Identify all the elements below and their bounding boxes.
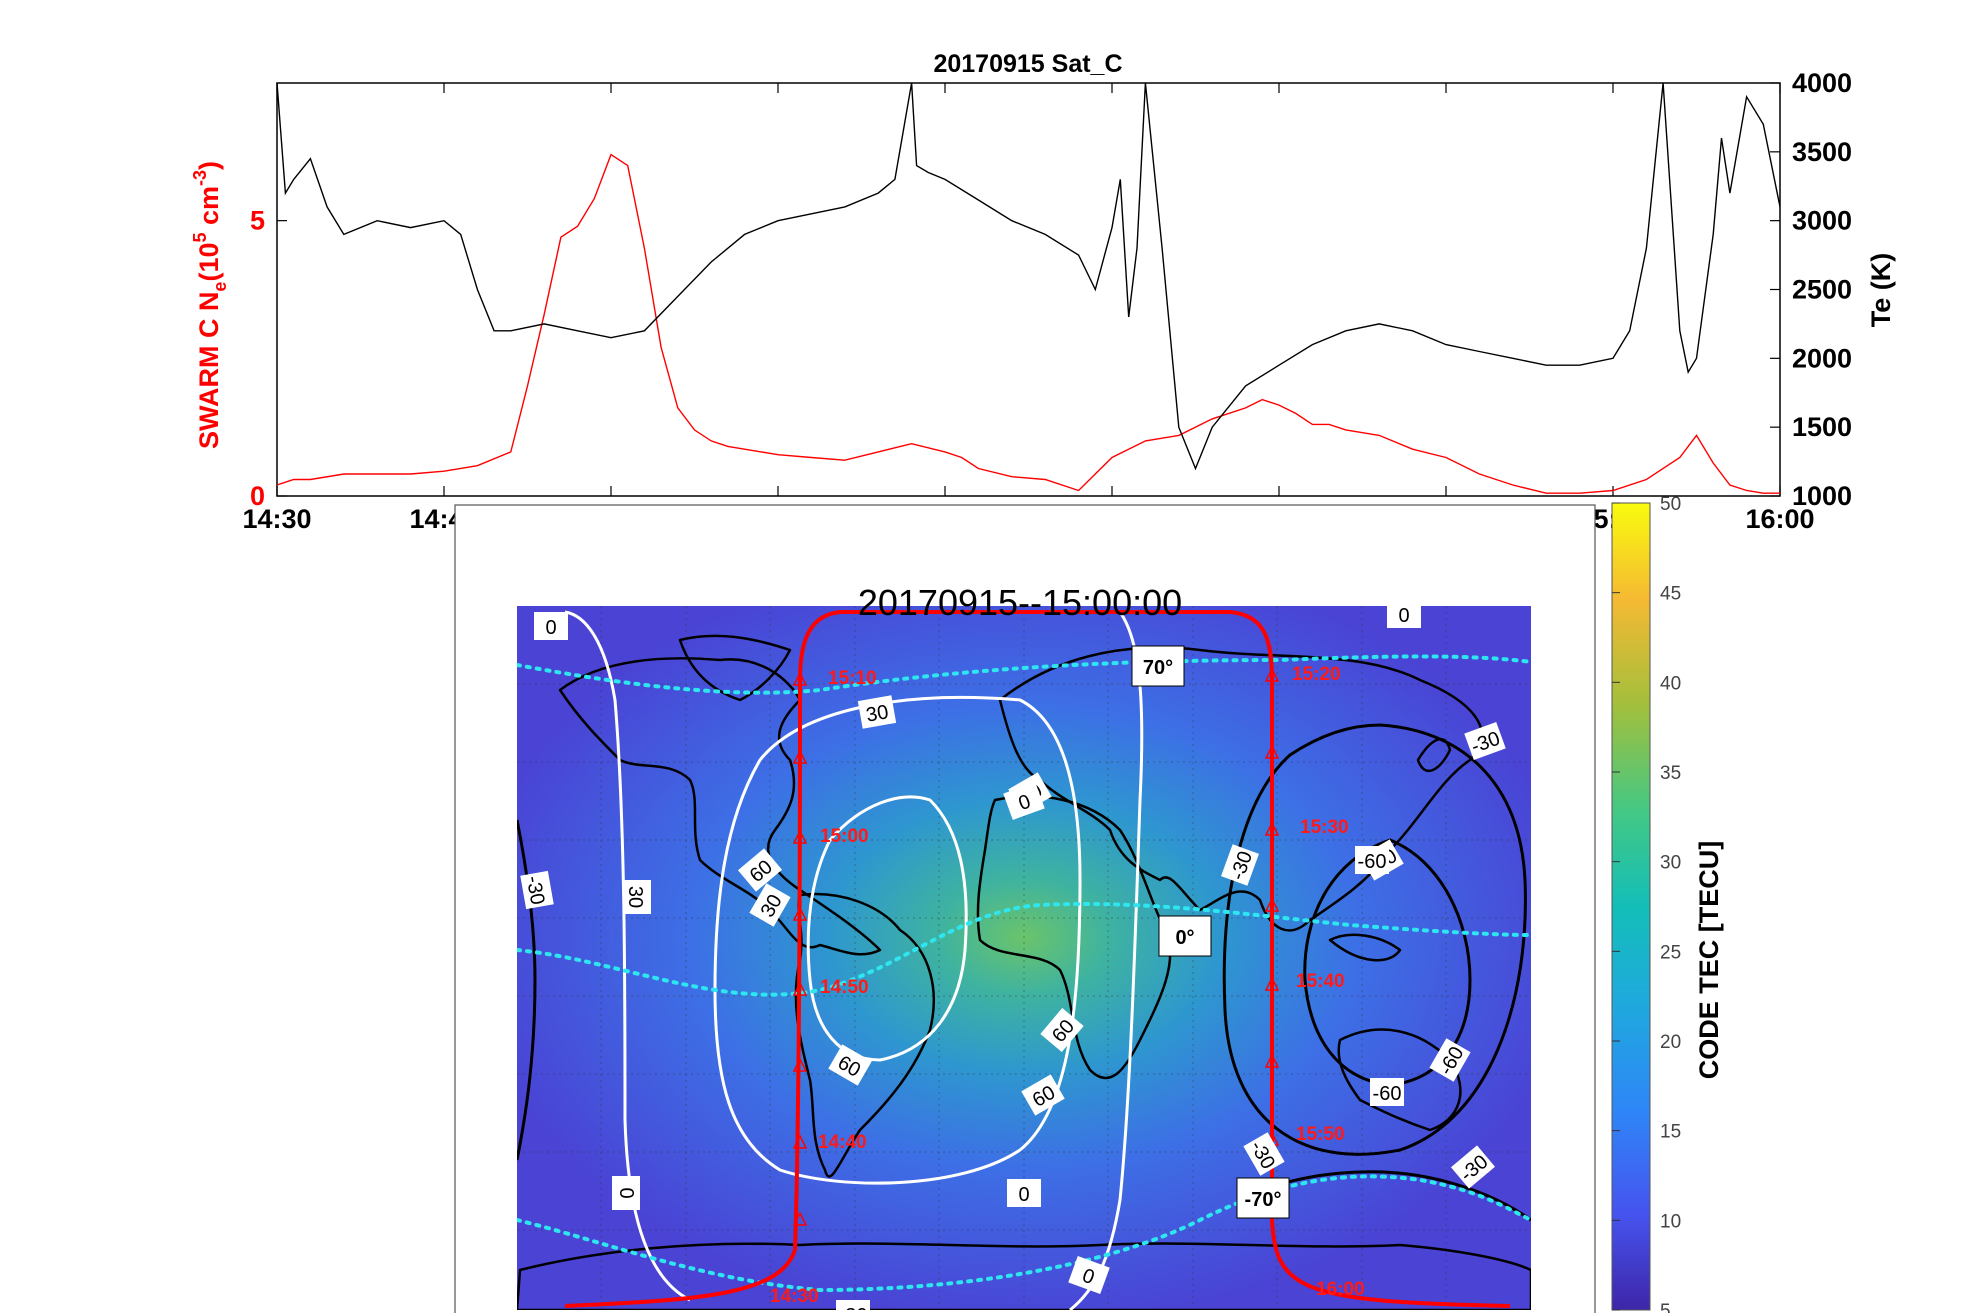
- geomagnetic-lat-lines: [517, 654, 1531, 1293]
- contour-label: 30: [623, 880, 651, 914]
- svg-text:-30: -30: [522, 874, 549, 906]
- track-time-label: 15:30: [1300, 817, 1349, 838]
- latitude-label: -70°: [1236, 1177, 1290, 1219]
- colorbar-tick-label: 20: [1660, 1032, 1681, 1053]
- svg-text:30: 30: [624, 886, 646, 908]
- time-series-chart: 20170915 Sat_C 14:3014:4014:5015:0015:10…: [190, 50, 1896, 534]
- map-title: 20170915--15:00:00: [858, 582, 1182, 623]
- track-time-labels: 15:10 15:00 14:50 14:40 14:30 15:20 15:30 15:40…: [770, 664, 1365, 1307]
- colorbar-tick-label: 40: [1660, 673, 1681, 694]
- map-grid: [517, 606, 1531, 1310]
- track-marker: [792, 981, 808, 996]
- track-marker: [792, 671, 808, 686]
- track-time-label: 15:00: [820, 826, 869, 847]
- contour-label: 0: [1003, 782, 1045, 820]
- colorbar-tick-label: 25: [1660, 942, 1681, 963]
- track-marker: [1264, 744, 1280, 759]
- right-y-tick-label: 1000: [1792, 481, 1852, 511]
- contour-label: -30: [520, 870, 554, 910]
- left-y-tick-label: 0: [250, 481, 265, 511]
- track-marker: [792, 1134, 808, 1149]
- svg-text:-60: -60: [1373, 1083, 1402, 1105]
- track-time-label: 14:50: [820, 977, 869, 998]
- colorbar-gradient: [1611, 502, 1651, 1311]
- right-y-tick-label: 3500: [1792, 137, 1852, 167]
- contour-label: -30: [1221, 844, 1259, 886]
- plot-area: [276, 82, 1781, 497]
- colorbar-tick-label: 5: [1660, 1301, 1671, 1313]
- right-y-axis-label: Te (K): [1866, 253, 1896, 328]
- colorbar-tick-label: 50: [1660, 494, 1681, 515]
- left-y-tick-label: 5: [250, 206, 265, 236]
- track-marker: [792, 749, 808, 764]
- colorbar: 5 10 15 20 25 30 35 40 45 50 CODE TEC [TECU]: [1611, 494, 1724, 1313]
- colorbar-ticks: 5 10 15 20 25 30 35 40 45 50: [1612, 494, 1681, 1313]
- contour-label: 0: [612, 1176, 640, 1210]
- svg-text:30: 30: [864, 701, 890, 727]
- track-marker: [1264, 976, 1280, 991]
- track-time-label: 14:30: [770, 1286, 819, 1307]
- svg-text:0: 0: [1398, 605, 1409, 627]
- svg-text:-70°: -70°: [1245, 1189, 1282, 1211]
- track-marker: [1264, 667, 1280, 682]
- right-y-tick-label: 1500: [1792, 412, 1852, 442]
- tec-map-panel: 003030606060303000-30-30-30-30-30-30-300…: [454, 504, 1596, 1313]
- left-y-axis-label: SWARM C Ne(105 cm-3): [190, 161, 230, 449]
- track-time-label: 15:20: [1292, 664, 1341, 685]
- track-marker: [1264, 821, 1280, 836]
- left-y-axis: 05: [250, 206, 287, 511]
- track-time-label: 15:40: [1296, 971, 1345, 992]
- contour-label: 30: [857, 695, 897, 729]
- coastlines: [517, 634, 1531, 1310]
- latitude-labels: 70° 0° -70°: [1131, 645, 1290, 1219]
- svg-text:0: 0: [1018, 1184, 1029, 1206]
- svg-text:70°: 70°: [1143, 657, 1173, 679]
- colorbar-tick-label: 30: [1660, 853, 1681, 874]
- right-y-tick-label: 2500: [1792, 275, 1852, 305]
- svg-text:0: 0: [545, 617, 556, 639]
- colorbar-tick-label: 45: [1660, 584, 1681, 605]
- svg-text:0°: 0°: [1175, 927, 1194, 949]
- contour-label: -60: [1370, 1078, 1404, 1106]
- track-marker: [792, 1211, 808, 1226]
- right-y-tick-label: 2000: [1792, 343, 1852, 373]
- colorbar-tick-label: 15: [1660, 1122, 1681, 1143]
- right-y-axis: 1000 1500 2000 2500 3000 3500 4000: [1770, 68, 1852, 511]
- te-series-line: [277, 83, 1780, 471]
- x-tick-label: 16:00: [1745, 504, 1814, 534]
- right-y-tick-label: 4000: [1792, 68, 1852, 98]
- satellite-track: [564, 610, 1511, 1308]
- ne-series-line: [277, 153, 1780, 494]
- latitude-label: 0°: [1158, 915, 1212, 957]
- track-marker: [792, 829, 808, 844]
- colorbar-tick-label: 35: [1660, 763, 1681, 784]
- track-marker: [1264, 897, 1280, 912]
- track-time-label: 16:00: [1316, 1279, 1365, 1300]
- svg-text:-30: -30: [839, 1305, 868, 1313]
- right-y-tick-label: 3000: [1792, 206, 1852, 236]
- track-time-label: 14:40: [818, 1132, 867, 1153]
- contour-label: -30: [1243, 1132, 1285, 1176]
- contour-label: 0: [534, 612, 568, 640]
- contour-label: 0: [1387, 605, 1421, 628]
- track-time-label: 15:10: [828, 668, 877, 689]
- latitude-label: 70°: [1131, 645, 1185, 687]
- contour-label: 0: [1007, 1179, 1041, 1207]
- track-time-label: 15:50: [1296, 1124, 1345, 1145]
- svg-text:0: 0: [617, 1187, 639, 1198]
- colorbar-tick-label: 10: [1660, 1211, 1681, 1232]
- contour-label: -60: [1355, 846, 1389, 874]
- chart-title: 20170915 Sat_C: [933, 50, 1122, 78]
- track-marker: [792, 1057, 808, 1072]
- contour-label: -30: [836, 1300, 870, 1313]
- x-tick-label: 14:30: [242, 504, 311, 534]
- contour-labels: 003030606060303000-30-30-30-30-30-30-300…: [520, 605, 1506, 1313]
- contour-label: 0: [1068, 1256, 1110, 1294]
- colorbar-label: CODE TEC [TECU]: [1694, 841, 1724, 1080]
- contour-label: 30: [749, 883, 791, 927]
- svg-text:-60: -60: [1358, 851, 1387, 873]
- track-marker: [1264, 1053, 1280, 1068]
- track-marker: [792, 906, 808, 921]
